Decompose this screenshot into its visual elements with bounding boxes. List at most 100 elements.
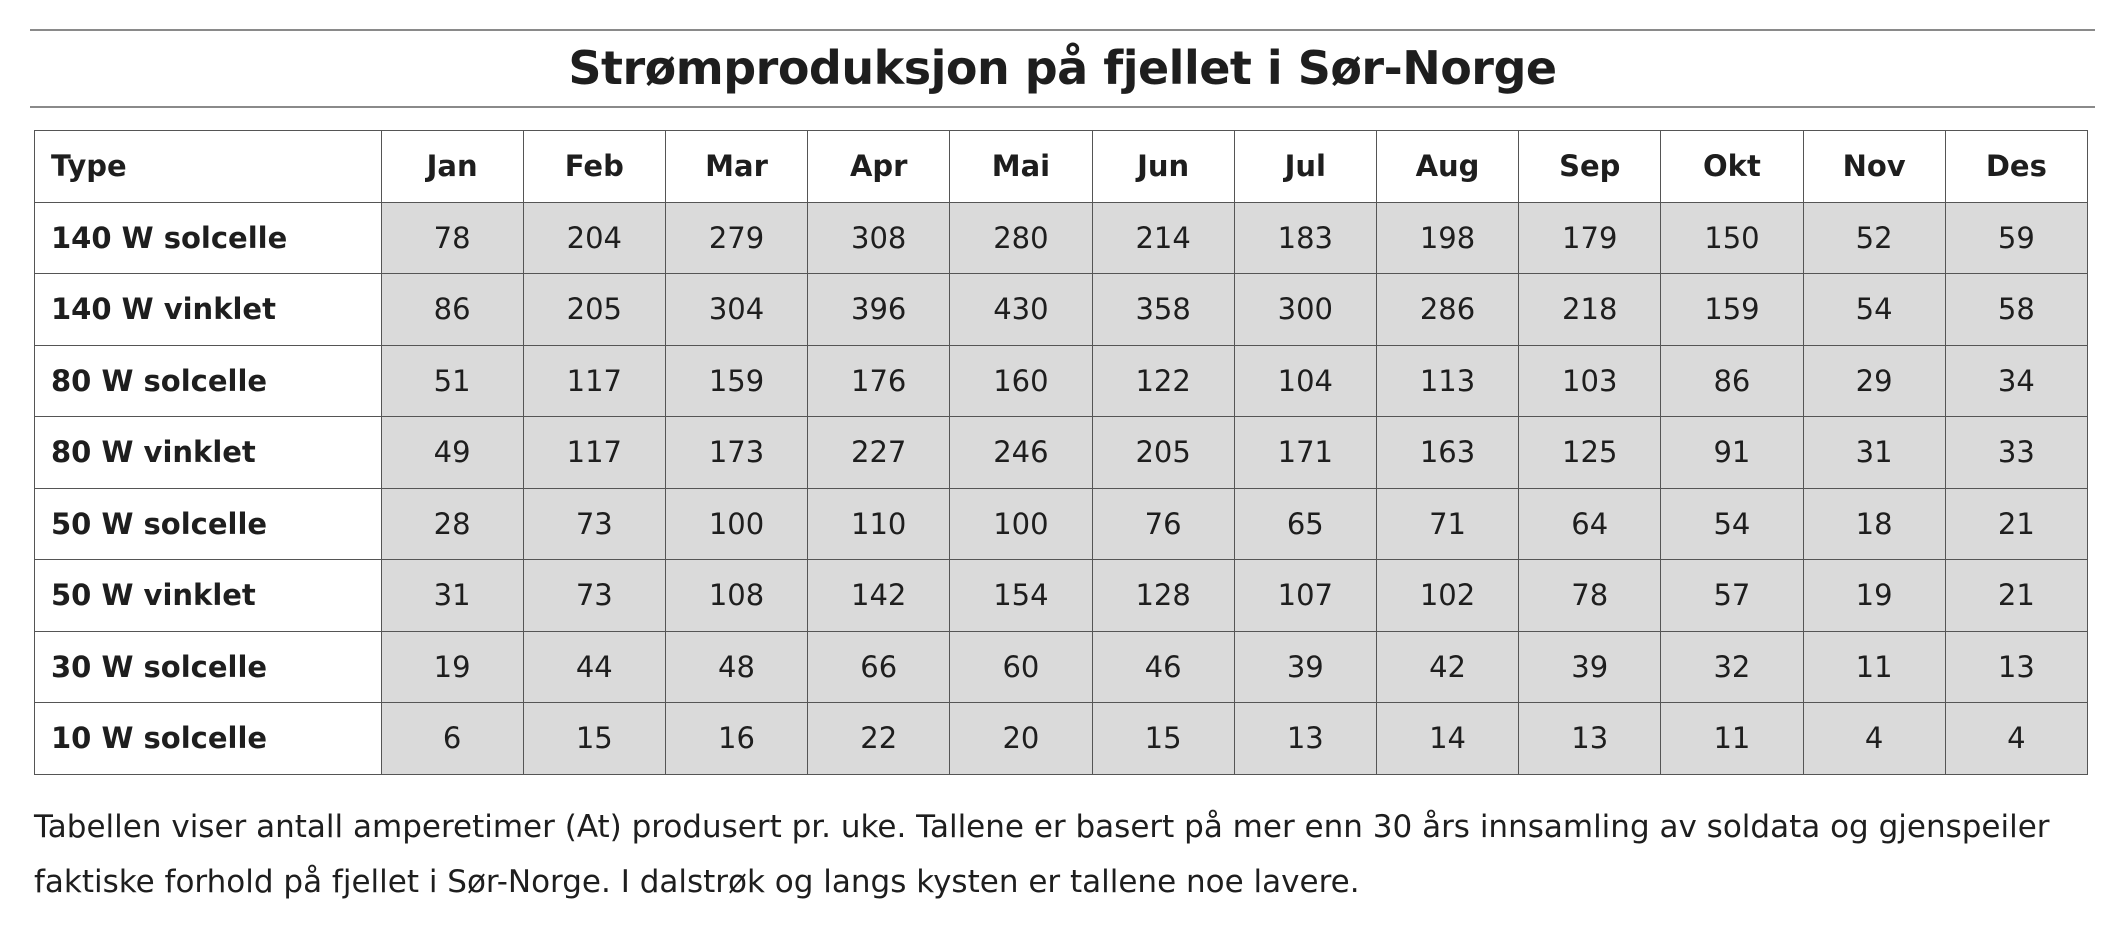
table-cell: 122	[1091, 344, 1235, 417]
table-cell: 280	[949, 201, 1093, 274]
table-cell: 214	[1091, 201, 1235, 274]
table-cell: 125	[1518, 416, 1662, 489]
table-cell: 205	[522, 273, 666, 346]
table-cell: 142	[807, 559, 951, 632]
table-cell: 100	[664, 487, 809, 560]
table-cell: 64	[1518, 487, 1662, 560]
table-cell: 66	[807, 630, 951, 703]
table-cell: 159	[1660, 273, 1804, 346]
table-cell: 78	[1518, 559, 1662, 632]
table-cell: 73	[522, 487, 666, 560]
row-label: 140 W vinklet	[34, 273, 382, 346]
table-cell: 110	[807, 487, 951, 560]
table-cell: 286	[1375, 273, 1520, 346]
table-cell: 150	[1660, 201, 1804, 274]
column-header-month: Jan	[380, 130, 524, 203]
table-cell: 117	[522, 416, 666, 489]
column-header-month: Sep	[1518, 130, 1662, 203]
table-cell: 29	[1802, 344, 1946, 417]
table-cell: 6	[380, 702, 524, 775]
table-cell: 13	[1233, 702, 1377, 775]
table-cell: 91	[1660, 416, 1804, 489]
table-cell: 117	[522, 344, 666, 417]
table-cell: 58	[1944, 273, 2089, 346]
table-cell: 15	[522, 702, 666, 775]
table-cell: 104	[1233, 344, 1377, 417]
column-header-month: Aug	[1375, 130, 1520, 203]
row-label: 140 W solcelle	[34, 201, 382, 274]
table-cell: 51	[380, 344, 524, 417]
table-row: 10 W solcelle 6 15 16 22 20 15 13 14 13 11 4 4	[34, 702, 2089, 775]
table-header-row: Type Jan Feb Mar Apr Mai Jun Jul Aug Sep Okt Nov Des	[34, 130, 2089, 203]
table-cell: 60	[949, 630, 1093, 703]
table-cell: 14	[1375, 702, 1520, 775]
table-cell: 204	[522, 201, 666, 274]
table-row: 30 W solcelle 19 44 48 66 60 46 39 42 39 32 11 13	[34, 630, 2089, 703]
table-cell: 4	[1802, 702, 1946, 775]
table-cell: 33	[1944, 416, 2089, 489]
table-cell: 42	[1375, 630, 1520, 703]
table-row: 80 W vinklet 49 117 173 227 246 205 171 163 125 91…	[34, 416, 2089, 489]
table-cell: 205	[1091, 416, 1235, 489]
table-cell: 11	[1802, 630, 1946, 703]
table-cell: 21	[1944, 487, 2089, 560]
table-cell: 54	[1802, 273, 1946, 346]
row-label: 50 W vinklet	[34, 559, 382, 632]
table-row: 140 W solcelle 78 204 279 308 280 214 183 198 179…	[34, 201, 2089, 274]
table-cell: 34	[1944, 344, 2089, 417]
table-cell: 13	[1944, 630, 2089, 703]
table-cell: 198	[1375, 201, 1520, 274]
table-cell: 100	[949, 487, 1093, 560]
table-cell: 113	[1375, 344, 1520, 417]
table-cell: 21	[1944, 559, 2089, 632]
table-cell: 19	[1802, 559, 1946, 632]
table-cell: 218	[1518, 273, 1662, 346]
table-cell: 59	[1944, 201, 2089, 274]
table-footnote: Tabellen viser antall amperetimer (At) p…	[34, 800, 2094, 910]
table-cell: 13	[1518, 702, 1662, 775]
table-cell: 15	[1091, 702, 1235, 775]
page-title: Strømproduksjon på fjellet i Sør-Norge	[568, 41, 1557, 95]
table-cell: 57	[1660, 559, 1804, 632]
table-cell: 71	[1375, 487, 1520, 560]
production-table: Type Jan Feb Mar Apr Mai Jun Jul Aug Sep Okt Nov Des…	[34, 130, 2089, 775]
table-cell: 4	[1944, 702, 2089, 775]
table-cell: 179	[1518, 201, 1662, 274]
title-top-rule	[30, 29, 2095, 31]
row-label: 80 W solcelle	[34, 344, 382, 417]
table-cell: 107	[1233, 559, 1377, 632]
table-cell: 173	[664, 416, 809, 489]
table-cell: 300	[1233, 273, 1377, 346]
table-cell: 163	[1375, 416, 1520, 489]
table-cell: 304	[664, 273, 809, 346]
column-header-type: Type	[34, 130, 382, 203]
table-row: 80 W solcelle 51 117 159 176 160 122 104 113 103 8…	[34, 344, 2089, 417]
column-header-month: Apr	[807, 130, 951, 203]
table-cell: 49	[380, 416, 524, 489]
table-cell: 171	[1233, 416, 1377, 489]
row-label: 30 W solcelle	[34, 630, 382, 703]
table-cell: 246	[949, 416, 1093, 489]
table-cell: 76	[1091, 487, 1235, 560]
column-header-month: Mar	[664, 130, 809, 203]
table-cell: 11	[1660, 702, 1804, 775]
table-cell: 308	[807, 201, 951, 274]
table-cell: 39	[1233, 630, 1377, 703]
table-cell: 108	[664, 559, 809, 632]
table-cell: 28	[380, 487, 524, 560]
table-cell: 65	[1233, 487, 1377, 560]
table-cell: 102	[1375, 559, 1520, 632]
table-cell: 44	[522, 630, 666, 703]
table-cell: 154	[949, 559, 1093, 632]
table-cell: 22	[807, 702, 951, 775]
table-row: 50 W vinklet 31 73 108 142 154 128 107 102 78 57 19…	[34, 559, 2089, 632]
table-row: 140 W vinklet 86 205 304 396 430 358 300 286 218 1…	[34, 273, 2089, 346]
table-cell: 46	[1091, 630, 1235, 703]
table-cell: 86	[380, 273, 524, 346]
table-cell: 103	[1518, 344, 1662, 417]
table-cell: 183	[1233, 201, 1377, 274]
column-header-month: Jul	[1233, 130, 1377, 203]
footnote-line-1: Tabellen viser antall amperetimer (At) p…	[34, 809, 2050, 845]
table-cell: 18	[1802, 487, 1946, 560]
table-cell: 16	[664, 702, 809, 775]
